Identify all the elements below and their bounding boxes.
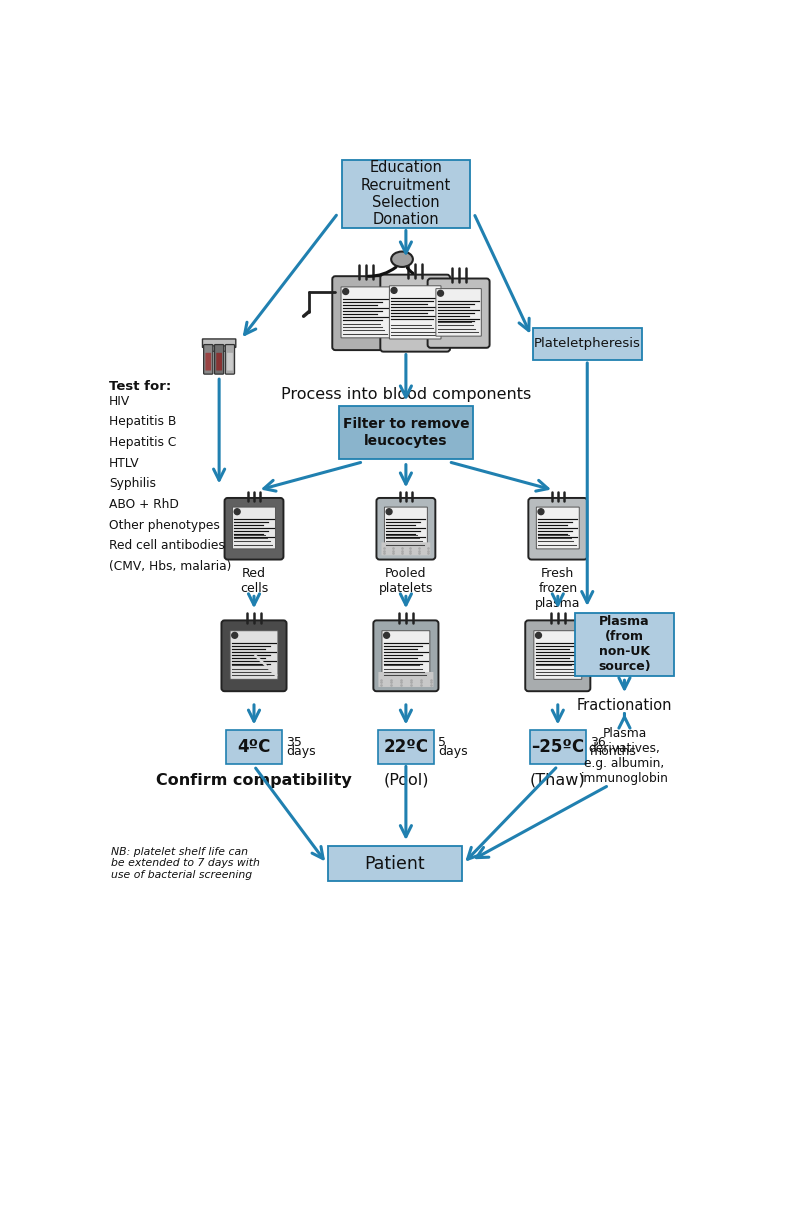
FancyBboxPatch shape — [376, 498, 436, 560]
Circle shape — [438, 290, 444, 296]
Text: Plasma
derivatives,
e.g. albumin,
immunoglobin: Plasma derivatives, e.g. albumin, immuno… — [581, 727, 668, 785]
FancyBboxPatch shape — [536, 507, 579, 549]
FancyBboxPatch shape — [342, 160, 470, 228]
FancyBboxPatch shape — [205, 353, 211, 370]
FancyBboxPatch shape — [428, 278, 489, 348]
FancyBboxPatch shape — [227, 353, 233, 370]
Text: 36: 36 — [590, 736, 606, 749]
FancyBboxPatch shape — [222, 620, 287, 691]
FancyBboxPatch shape — [534, 631, 582, 679]
FancyBboxPatch shape — [378, 729, 434, 764]
FancyBboxPatch shape — [530, 729, 586, 764]
FancyBboxPatch shape — [225, 498, 284, 560]
FancyBboxPatch shape — [203, 339, 236, 347]
Text: 35: 35 — [287, 736, 303, 749]
Text: (Pool): (Pool) — [383, 772, 428, 788]
Text: 4ºC: 4ºC — [238, 738, 271, 755]
FancyBboxPatch shape — [436, 289, 482, 336]
Ellipse shape — [391, 252, 413, 267]
FancyBboxPatch shape — [373, 620, 439, 691]
Text: Red
cells: Red cells — [240, 567, 268, 595]
Text: (CMV, Hbs, malaria): (CMV, Hbs, malaria) — [109, 560, 231, 573]
Text: Syphilis: Syphilis — [109, 477, 156, 491]
Text: Confirm compatibility: Confirm compatibility — [156, 772, 352, 788]
Circle shape — [343, 289, 348, 294]
Circle shape — [538, 509, 544, 514]
FancyBboxPatch shape — [379, 672, 433, 688]
Text: Education
Recruitment
Selection
Donation: Education Recruitment Selection Donation — [361, 160, 451, 228]
Text: 22ºC: 22ºC — [383, 738, 428, 755]
Text: Hepatitis B: Hepatitis B — [109, 416, 177, 428]
Circle shape — [234, 509, 240, 514]
Text: NB: platelet shelf life can
be extended to 7 days with
use of bacterial screenin: NB: platelet shelf life can be extended … — [111, 846, 260, 879]
Text: HTLV: HTLV — [109, 456, 139, 470]
Circle shape — [232, 632, 238, 638]
Circle shape — [535, 632, 542, 638]
Text: Fresh
frozen
plasma: Fresh frozen plasma — [535, 567, 581, 610]
Circle shape — [391, 288, 397, 293]
FancyBboxPatch shape — [575, 613, 674, 675]
Text: Process into blood components: Process into blood components — [281, 386, 531, 401]
FancyBboxPatch shape — [341, 287, 390, 338]
FancyBboxPatch shape — [525, 620, 590, 691]
FancyBboxPatch shape — [233, 507, 276, 549]
FancyBboxPatch shape — [226, 729, 282, 764]
FancyBboxPatch shape — [382, 631, 430, 679]
Text: Fractionation: Fractionation — [577, 699, 672, 713]
FancyBboxPatch shape — [215, 344, 223, 374]
FancyBboxPatch shape — [339, 406, 473, 459]
Text: days: days — [287, 745, 316, 758]
FancyBboxPatch shape — [204, 346, 234, 352]
Text: Test for:: Test for: — [109, 380, 171, 394]
FancyBboxPatch shape — [533, 327, 642, 360]
FancyBboxPatch shape — [230, 631, 278, 679]
Text: ABO + RhD: ABO + RhD — [109, 498, 179, 510]
FancyBboxPatch shape — [333, 277, 399, 351]
FancyBboxPatch shape — [204, 344, 213, 374]
Text: months: months — [590, 745, 638, 758]
Text: Red cell antibodies: Red cell antibodies — [109, 539, 225, 552]
FancyBboxPatch shape — [329, 846, 462, 882]
Circle shape — [386, 509, 392, 514]
Circle shape — [383, 632, 390, 638]
Text: 5: 5 — [439, 736, 447, 749]
Text: Plateletpheresis: Plateletpheresis — [534, 337, 641, 351]
Text: Filter to remove
leucocytes: Filter to remove leucocytes — [343, 417, 469, 448]
Text: HIV: HIV — [109, 395, 131, 408]
FancyBboxPatch shape — [216, 353, 222, 370]
Text: Patient: Patient — [365, 855, 425, 873]
Text: Other phenotypes: Other phenotypes — [109, 519, 220, 531]
FancyBboxPatch shape — [390, 285, 441, 339]
Text: Hepatitis C: Hepatitis C — [109, 437, 177, 449]
FancyBboxPatch shape — [382, 542, 430, 555]
FancyBboxPatch shape — [384, 507, 428, 549]
FancyBboxPatch shape — [380, 274, 450, 352]
Text: –25ºC: –25ºC — [531, 738, 584, 755]
Text: Plasma
(from
non-UK
source): Plasma (from non-UK source) — [598, 615, 651, 673]
FancyBboxPatch shape — [226, 344, 234, 374]
FancyBboxPatch shape — [528, 498, 587, 560]
Text: Pooled
platelets: Pooled platelets — [379, 567, 433, 595]
Text: (Thaw): (Thaw) — [530, 772, 585, 788]
Text: days: days — [439, 745, 468, 758]
